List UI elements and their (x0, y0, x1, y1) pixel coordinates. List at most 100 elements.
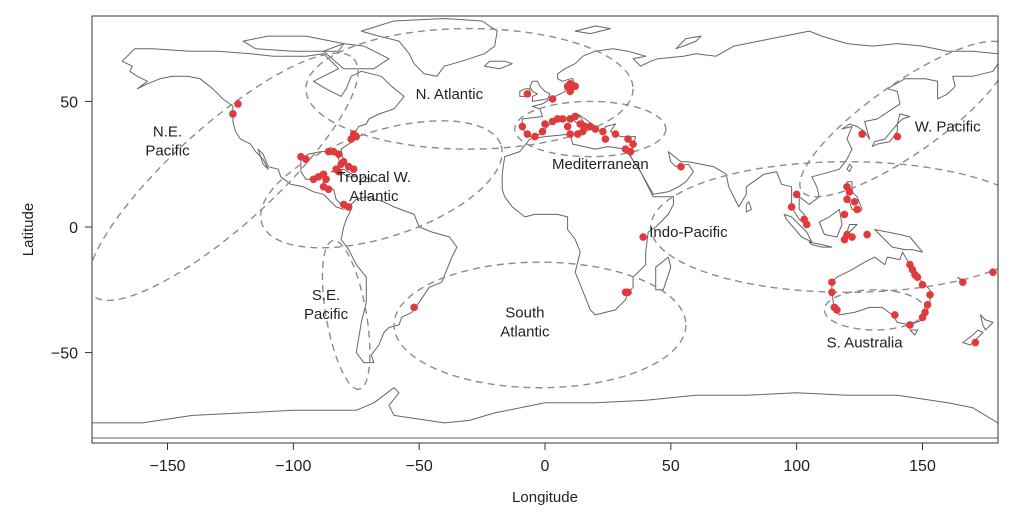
site-markers (229, 80, 997, 347)
site-marker (571, 112, 579, 121)
site-marker (850, 198, 859, 206)
y-tick-label: −50 (51, 346, 78, 363)
coastline-borneo (818, 208, 843, 238)
site-marker (571, 82, 579, 91)
region-label-tropical-w-atlantic: Tropical W. Atlantic (337, 169, 411, 205)
x-axis-label: Longitude (512, 489, 578, 506)
plot-frame (91, 15, 999, 444)
site-marker (599, 127, 607, 136)
coastline-sri-lanka (745, 201, 752, 213)
site-marker (344, 203, 353, 211)
site-marker (828, 278, 836, 287)
site-marker (578, 127, 587, 136)
site-marker (926, 291, 934, 299)
y-tick-label: 0 (69, 220, 78, 237)
site-marker (518, 122, 527, 131)
region-ellipse-ne-pacific (92, 52, 359, 302)
coastline-great-britain (529, 80, 551, 102)
site-marker (923, 301, 932, 309)
coastline-antarctica (92, 387, 998, 439)
site-marker (918, 313, 927, 322)
coastline-java (808, 241, 833, 248)
site-marker (840, 210, 849, 219)
site-marker (906, 321, 914, 329)
site-marker (601, 135, 610, 143)
coastline-novaya-zemlya (675, 35, 702, 50)
region-ellipse-se-pacific (321, 239, 371, 391)
coastline-new-zealand-north (979, 314, 994, 331)
region-ellipse-south-atlantic (393, 261, 687, 389)
site-marker (523, 90, 532, 98)
coastline-greenland (360, 18, 498, 77)
region-ellipse-indo-pacific (650, 161, 998, 293)
site-marker (958, 278, 967, 287)
region-ellipse-n-atlantic (305, 27, 634, 150)
site-marker (624, 288, 632, 297)
site-marker (548, 95, 557, 103)
site-marker (566, 87, 574, 96)
site-marker (229, 110, 237, 118)
site-marker (523, 130, 532, 138)
site-marker (858, 130, 866, 138)
site-marker (787, 203, 796, 211)
site-marker (893, 132, 902, 141)
site-marker (863, 230, 871, 239)
site-marker (792, 190, 801, 199)
site-marker (352, 132, 361, 141)
site-marker (541, 120, 549, 128)
coastline-japan (871, 113, 911, 148)
site-marker (558, 115, 567, 123)
site-marker (845, 188, 854, 196)
site-marker (349, 165, 358, 174)
site-marker (639, 233, 647, 241)
region-label-mediterranean: Mediterranean (552, 156, 649, 173)
site-marker (339, 157, 348, 166)
site-marker (334, 167, 343, 176)
site-marker (913, 273, 922, 282)
coastline-iceland (484, 60, 513, 70)
site-marker (563, 122, 572, 131)
region-ellipses (92, 27, 998, 391)
site-marker (531, 132, 539, 141)
site-marker (322, 175, 330, 184)
x-tick-label: 50 (662, 458, 680, 475)
region-ellipse-tropical-w-atlantic (259, 120, 503, 249)
site-marker (971, 338, 980, 347)
x-tick-label: 0 (541, 458, 550, 475)
coastline-baffin-island (323, 43, 390, 70)
site-marker (802, 220, 811, 229)
y-axis-label: Latitude (20, 203, 37, 256)
coastline-layer (92, 18, 998, 439)
site-marker (234, 100, 242, 108)
site-marker (853, 205, 861, 214)
coastline-taiwan (846, 163, 853, 173)
site-marker (833, 306, 841, 314)
site-marker (629, 140, 637, 148)
site-marker (848, 233, 856, 241)
site-marker (918, 280, 927, 289)
region-label-w-pacific: W. Pacific (915, 119, 981, 136)
x-tick-label: 150 (909, 458, 936, 475)
coastline-tasmania (909, 329, 918, 336)
region-ellipse-mediterranean (514, 100, 667, 158)
coastline-canadian-islands (242, 35, 345, 52)
site-marker (566, 130, 574, 138)
x-tick-label: −100 (275, 458, 311, 475)
site-marker (828, 288, 836, 297)
site-marker (624, 135, 632, 143)
site-marker (840, 235, 849, 244)
coastline-new-guinea (874, 229, 923, 253)
site-marker (891, 311, 899, 319)
site-marker (410, 303, 418, 312)
site-marker (591, 125, 600, 133)
x-tick-label: 100 (783, 458, 810, 475)
site-marker (302, 155, 310, 163)
region-label-se-pacific: S.E. Pacific (304, 287, 349, 323)
site-marker (989, 268, 997, 277)
site-marker (538, 127, 547, 136)
region-label-ne-pacific: N.E. Pacific (145, 124, 190, 160)
coastline-new-zealand-south (962, 329, 984, 346)
region-label-indo-pacific: Indo-Pacific (649, 224, 728, 241)
coastline-madagascar (655, 256, 672, 291)
axis-ticks: −150 −100 −50 0 50 100 150 50 0 −50 (51, 94, 936, 475)
